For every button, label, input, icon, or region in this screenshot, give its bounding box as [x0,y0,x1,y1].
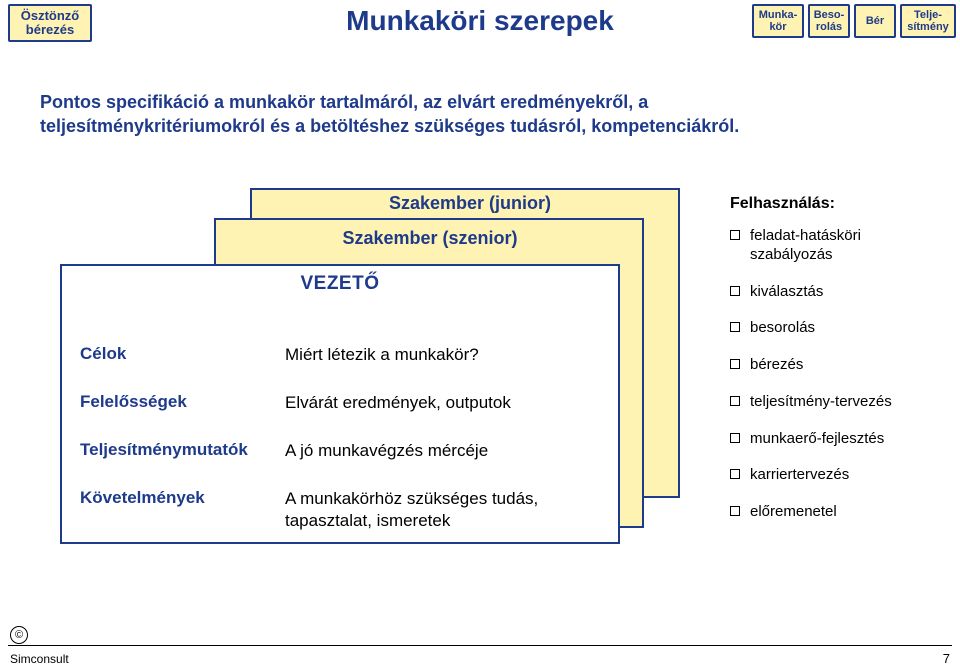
usage-item-label: kiválasztás [750,283,823,302]
usage-block: Felhasználás: feladat-hatásköri szabályo… [730,195,920,540]
usage-item-label: bérezés [750,356,803,375]
square-bullet-icon [730,396,740,406]
footer-page-number: 7 [943,651,950,666]
role-card-back-label: Szakember (junior) [270,193,670,214]
usage-item: feladat-hatásköri szabályozás [730,227,920,265]
square-bullet-icon [730,230,740,240]
def-row: Felelősségek Elvárát eredmények, outputo… [80,392,620,414]
def-val: A jó munkavégzés mércéje [285,440,620,462]
def-row: Követelmények A munkakörhöz szükséges tu… [80,488,620,532]
usage-item-label: előremenetel [750,503,837,522]
def-row: Teljesítménymutatók A jó munkavégzés mér… [80,440,620,462]
copyright-icon: © [10,626,28,644]
def-val: Miért létezik a munkakör? [285,344,620,366]
usage-item: bérezés [730,356,920,375]
slide: Ösztönző bérezés Munka- kör Beso- rolás … [0,0,960,670]
intro-paragraph: Pontos specifikáció a munkakör tartalmár… [40,90,780,139]
usage-item-label: karriertervezés [750,466,849,485]
usage-item: előremenetel [730,503,920,522]
def-val: A munkakörhöz szükséges tudás, tapasztal… [285,488,620,532]
role-card-front-label: VEZETŐ [80,273,600,295]
footer-divider [8,645,952,646]
usage-item: besorolás [730,319,920,338]
def-key: Felelősségek [80,392,285,412]
usage-item: kiválasztás [730,283,920,302]
usage-item: karriertervezés [730,466,920,485]
square-bullet-icon [730,286,740,296]
footer-brand: Simconsult [10,652,69,666]
def-row: Célok Miért létezik a munkakör? [80,344,620,366]
usage-item-label: teljesítmény-tervezés [750,393,892,412]
usage-item-label: besorolás [750,319,815,338]
usage-title: Felhasználás: [730,195,920,213]
square-bullet-icon [730,469,740,479]
page-title: Munkaköri szerepek [0,5,960,37]
usage-item: teljesítmény-tervezés [730,393,920,412]
square-bullet-icon [730,359,740,369]
definition-list: Célok Miért létezik a munkakör? Felelőss… [80,344,620,558]
usage-item: munkaerő-fejlesztés [730,430,920,449]
square-bullet-icon [730,506,740,516]
def-key: Követelmények [80,488,285,508]
usage-item-label: munkaerő-fejlesztés [750,430,884,449]
square-bullet-icon [730,433,740,443]
role-card-mid-label: Szakember (szenior) [230,228,630,249]
def-val: Elvárát eredmények, outputok [285,392,620,414]
square-bullet-icon [730,322,740,332]
usage-item-label: feladat-hatásköri szabályozás [750,227,920,265]
def-key: Célok [80,344,285,364]
def-key: Teljesítménymutatók [80,440,285,460]
